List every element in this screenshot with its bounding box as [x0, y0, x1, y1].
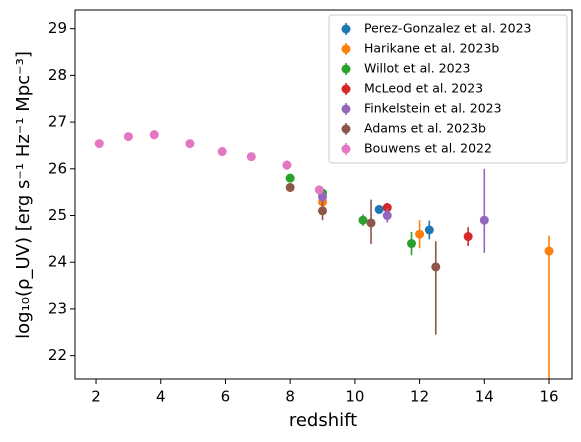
x-tick-label: 10 [345, 388, 364, 406]
axes-frame [74, 9, 573, 380]
y-axis-label: log₁₀(ρ_UV) [erg s⁻¹ Hz⁻¹ Mpc⁻³] [13, 51, 34, 339]
point [314, 185, 324, 195]
point [285, 182, 295, 192]
plot-area [94, 130, 554, 379]
legend-label: Adams et al. 2023b [364, 121, 486, 136]
legend-label: Bouwens et al. 2022 [364, 141, 492, 156]
x-tick-label: 2 [91, 388, 101, 406]
x-axis-label: redshift [289, 410, 357, 431]
point [318, 192, 328, 202]
legend-marker [341, 44, 351, 54]
legend-marker [341, 84, 351, 94]
point [94, 139, 104, 149]
point [358, 215, 368, 225]
y-tick-label: 26 [48, 159, 67, 177]
y-tick-label: 29 [48, 19, 67, 37]
point [318, 206, 328, 216]
y-tick-label: 27 [48, 113, 67, 131]
x-tick-label: 14 [475, 388, 494, 406]
legend-box [328, 14, 568, 164]
x-tick-label: 16 [539, 388, 558, 406]
y-tick-label: 23 [48, 299, 67, 317]
y-tick-label: 25 [48, 206, 67, 224]
y-tick-label: 22 [48, 346, 67, 364]
point [246, 152, 256, 162]
legend-marker [341, 24, 351, 34]
y-tick-label: 28 [48, 66, 67, 84]
legend-label: Perez-Gonzalez et al. 2023 [364, 21, 532, 36]
point [285, 173, 295, 183]
point [407, 239, 417, 249]
point [382, 211, 392, 221]
x-tick-label: 8 [285, 388, 295, 406]
legend-marker [341, 124, 351, 134]
point [366, 218, 376, 228]
x-tick-label: 4 [156, 388, 166, 406]
y-tick-label: 24 [48, 253, 67, 271]
legend-label: Willot et al. 2023 [364, 61, 470, 76]
legend-label: McLeod et al. 2023 [364, 81, 483, 96]
legend-marker [341, 104, 351, 114]
point [544, 246, 554, 256]
point [123, 132, 133, 142]
point [382, 203, 392, 213]
point [282, 160, 292, 170]
point [185, 139, 195, 149]
point [149, 130, 159, 140]
point [374, 204, 384, 214]
point [431, 262, 441, 272]
legend-marker [341, 64, 351, 74]
point [479, 215, 489, 225]
point [217, 147, 227, 157]
point [424, 225, 434, 235]
legend-label: Harikane et al. 2023b [364, 41, 499, 56]
legend-marker [341, 144, 351, 154]
legend-label: Finkelstein et al. 2023 [364, 101, 502, 116]
point [415, 229, 425, 239]
x-tick-label: 6 [221, 388, 231, 406]
x-tick-label: 12 [410, 388, 429, 406]
point [463, 232, 473, 242]
